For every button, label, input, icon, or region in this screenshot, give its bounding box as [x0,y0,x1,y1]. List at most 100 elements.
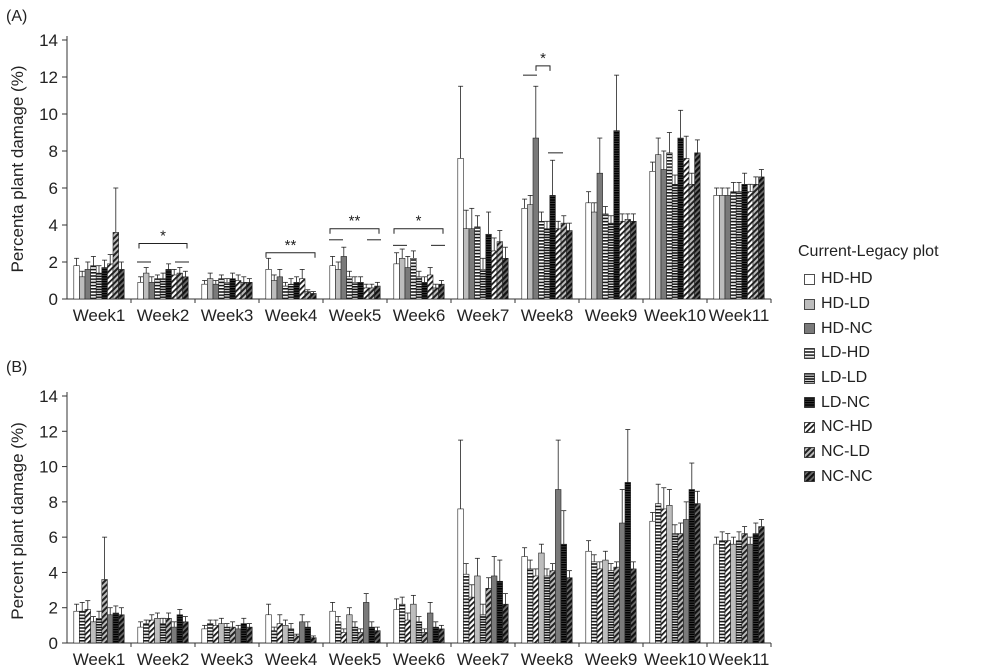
x-tick-label-b-week6: Week6 [393,650,446,669]
bar-b-nc-ld-week5 [357,632,364,644]
bar-a-hd-ld-week11 [719,195,726,300]
bar-a-ld-nc-week11 [741,184,748,300]
x-tick-label-b-week9: Week9 [585,650,638,669]
x-tick-label-b-week10: Week10 [644,650,706,669]
bar-a-nc-nc-week4 [310,293,317,300]
bar-a-nc-hd-week11 [747,191,754,300]
bar-b-ld-ld-week7 [479,614,487,644]
legend-swatch-ld-hd [804,348,815,359]
legend-label-hd-nc: HD-NC [821,319,873,337]
y-tick-label-b-12: 12 [39,422,58,441]
bar-a-nc-hd-week1 [107,263,114,300]
bar-b-hd-hd-week11 [713,543,720,644]
bar-b-hd-ld-week9 [602,559,609,644]
bar-a-ld-hd-week5 [346,276,353,300]
legend-item-hd-nc: HD-NC [798,316,980,341]
bar-a-ld-hd-week4 [282,285,289,300]
bar-a-nc-nc-week1 [118,269,125,300]
significance-label-0: * [160,228,166,245]
bar-a-ld-nc-week8 [549,195,556,300]
bar-a-ld-hd-week7 [474,226,481,300]
bar-b-hd-nc-week7 [491,575,498,644]
bar-a-ld-hd-week11 [730,191,737,300]
x-tick-label-a-week6: Week6 [393,306,446,325]
significance-bracket-0 [138,243,188,249]
bar-a-ld-nc-week6 [421,282,428,300]
bar-b-ld-nc-week1 [112,612,119,644]
x-tick-label-a-week3: Week3 [201,306,254,325]
bar-a-nc-nc-week9 [630,221,637,300]
bar-a-nc-hd-week4 [299,278,306,300]
y-axis-label-a: Percenta plant damage (%) [8,66,27,273]
legend-swatch-ld-nc [804,397,815,409]
bar-b-ld-nc-week6 [432,626,439,644]
x-tick-label-b-week8: Week8 [521,650,574,669]
bar-a-hd-ld-week4 [271,280,278,300]
bar-a-ld-ld-week6 [415,276,423,300]
bar-b-ld-ld-week3 [223,626,231,644]
bar-b-nc-nc-week7 [502,603,509,644]
bar-b-hd-hd-week8 [521,556,528,644]
bar-a-hd-ld-week5 [335,269,342,300]
bar-b-nc-hd-week11 [724,540,731,644]
legend-label-nc-nc: NC-NC [821,467,873,485]
bar-a-ld-ld-week7 [479,269,487,300]
bar-a-hd-nc-week8 [532,137,539,300]
legend-item-nc-hd: NC-HD [798,415,980,440]
legend-swatch-fill-hd-hd [804,273,815,285]
bar-a-hd-hd-week3 [201,283,208,300]
bar-b-ld-hd-week8 [527,568,534,644]
bar-a-ld-hd-week8 [538,221,545,300]
bar-a-nc-nc-week2 [182,276,189,300]
y-tick-label-a-14: 14 [39,31,58,50]
bar-b-hd-ld-week1 [90,621,97,644]
bar-b-nc-nc-week4 [310,637,317,644]
bar-b-hd-hd-week7 [457,508,464,644]
bar-b-ld-hd-week2 [143,623,150,644]
bar-a-nc-ld-week2 [176,272,183,300]
bar-a-hd-hd-week8 [521,208,528,300]
legend-items: HD-HD HD-LD HD-NC LD-HD LD-LD LD-NC NC-HD NC-LD… [798,267,980,489]
legend-swatch-ld-ld [804,372,815,384]
bar-a-hd-ld-week7 [463,228,470,300]
bar-a-hd-hd-week11 [713,195,720,300]
bar-b-nc-hd-week8 [532,575,539,644]
bar-b-nc-ld-week2 [165,617,172,644]
bar-a-hd-ld-week1 [79,276,86,300]
bar-a-ld-nc-week4 [293,282,300,300]
legend-item-hd-ld: HD-LD [798,292,980,317]
bar-a-ld-ld-week3 [223,282,231,300]
legend-label-ld-ld: LD-LD [821,369,868,387]
bar-b-ld-hd-week3 [207,623,214,644]
significance-bracket-2 [329,228,380,234]
bar-b-hd-nc-week6 [427,612,434,644]
bar-a-hd-nc-week7 [468,228,475,300]
bar-b-nc-ld-week1 [101,579,108,644]
bar-b-nc-hd-week2 [148,619,155,644]
x-tick-label-a-week1: Week1 [73,306,126,325]
bar-b-nc-hd-week6 [404,619,411,644]
bar-a-nc-ld-week4 [304,291,311,300]
bar-b-hd-hd-week6 [393,609,400,644]
y-tick-label-b-4: 4 [49,563,58,582]
bar-a-nc-ld-week1 [112,232,119,300]
legend-swatch-fill-nc-ld [804,446,815,458]
bar-b-hd-hd-week5 [329,610,336,644]
bar-a-nc-nc-week8 [566,230,573,300]
bar-b-ld-hd-week11 [719,540,726,644]
bar-b-ld-hd-week1 [79,610,86,644]
bar-b-ld-nc-week11 [752,533,759,644]
legend-label-hd-ld: HD-LD [821,295,870,313]
legend-label-ld-nc: LD-NC [821,393,870,411]
bar-b-ld-hd-week10 [655,503,662,644]
legend-label-hd-hd: HD-HD [821,270,873,288]
legend-item-ld-hd: LD-HD [798,341,980,366]
bar-b-hd-ld-week11 [730,543,737,644]
bar-b-hd-ld-week8 [538,552,545,644]
bar-b-nc-hd-week9 [596,568,603,644]
bar-a-nc-ld-week9 [624,219,631,300]
panel-a: Percenta plant damage (%) 0 2 4 6 8 10 12 14 Wee… [8,31,772,325]
bar-b-hd-ld-week3 [218,623,225,644]
legend-title: Current-Legacy plot [798,243,939,260]
bar-a-hd-ld-week10 [655,154,662,300]
